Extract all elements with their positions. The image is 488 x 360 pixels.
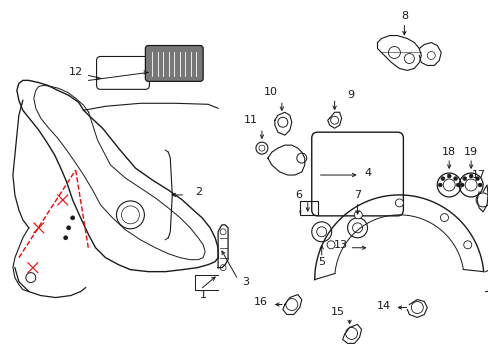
Circle shape (63, 236, 67, 240)
Circle shape (440, 177, 444, 181)
Circle shape (326, 241, 334, 249)
Text: 19: 19 (463, 147, 477, 157)
Text: 17: 17 (471, 170, 485, 180)
Circle shape (459, 183, 463, 187)
Text: 10: 10 (264, 87, 277, 97)
Circle shape (477, 183, 481, 187)
Text: c: c (298, 210, 301, 214)
Circle shape (66, 226, 71, 230)
Text: 5: 5 (318, 257, 325, 267)
Text: 6: 6 (294, 190, 301, 200)
Circle shape (71, 216, 75, 220)
Text: 12: 12 (68, 67, 82, 77)
Text: 13: 13 (333, 240, 347, 250)
Text: 8: 8 (400, 11, 407, 21)
Circle shape (455, 183, 459, 187)
Text: 7: 7 (353, 190, 360, 200)
Circle shape (463, 241, 471, 249)
Circle shape (468, 174, 472, 178)
Bar (299, 201, 317, 215)
Circle shape (453, 177, 457, 181)
Text: 11: 11 (244, 115, 258, 125)
Text: 3: 3 (242, 276, 248, 287)
FancyBboxPatch shape (145, 45, 203, 81)
Text: 14: 14 (377, 301, 390, 311)
Circle shape (440, 213, 447, 221)
Circle shape (354, 211, 362, 219)
Text: 9: 9 (347, 90, 354, 100)
Text: 18: 18 (441, 147, 455, 157)
Text: 15: 15 (330, 307, 344, 318)
Text: 2: 2 (195, 187, 202, 197)
Circle shape (437, 183, 441, 187)
Circle shape (462, 177, 466, 181)
Circle shape (474, 177, 478, 181)
Text: 4: 4 (364, 168, 371, 178)
Text: 16: 16 (253, 297, 267, 306)
Circle shape (395, 199, 403, 207)
Text: 1: 1 (200, 289, 207, 300)
Circle shape (447, 174, 450, 178)
